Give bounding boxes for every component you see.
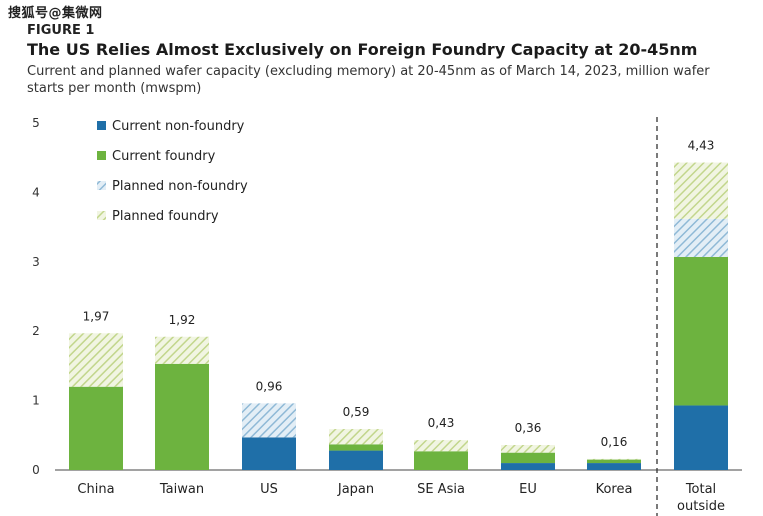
category-label: Total (685, 482, 716, 497)
legend: Current non-foundry Current foundry Planne… (97, 119, 248, 224)
bar-total-label: 1,97 (83, 309, 110, 323)
category-label: SE Asia (417, 482, 465, 497)
legend-label: Planned foundry (112, 209, 219, 224)
bar-segment (155, 363, 209, 470)
chart-subtitle: Current and planned wafer capacity (excl… (27, 64, 710, 96)
bar-segment (674, 405, 728, 470)
y-tick-label: 5 (32, 116, 40, 130)
bar-total-label: 0,16 (601, 435, 628, 449)
bars (69, 162, 728, 470)
legend-label: Current foundry (112, 149, 216, 164)
watermark: 搜狐号@集微网 (8, 6, 103, 21)
bar-segment (674, 162, 728, 219)
bar-total-label: 0,96 (256, 379, 283, 393)
category-label: outside (677, 499, 725, 514)
legend-swatch (97, 151, 106, 160)
y-tick-label: 1 (32, 394, 40, 408)
legend-swatch (97, 121, 106, 130)
bar-segment (242, 403, 296, 438)
bar-segment (674, 256, 728, 406)
category-label: Taiwan (159, 482, 204, 497)
bar-segment (242, 437, 296, 470)
category-label: US (260, 482, 278, 497)
y-axis: 0 1 2 3 4 5 (32, 116, 742, 477)
legend-label: Planned non-foundry (112, 179, 248, 194)
figure-label: FIGURE 1 (27, 23, 95, 38)
bar-total-label: 0,59 (343, 405, 370, 419)
y-tick-label: 4 (32, 185, 40, 199)
bar-total-label: 0,43 (428, 416, 455, 430)
bar-segment (587, 463, 641, 470)
y-tick-label: 0 (32, 463, 40, 477)
bar-segment (69, 386, 123, 470)
bar-segment (501, 445, 555, 453)
bar-total-label: 4,43 (688, 139, 715, 153)
legend-swatch (97, 181, 106, 190)
bar-segment (587, 458, 641, 460)
bar-segment (329, 450, 383, 470)
legend-label: Current non-foundry (112, 119, 245, 134)
bar-segment (501, 452, 555, 464)
y-tick-label: 2 (32, 324, 40, 338)
bar-segment (69, 333, 123, 387)
bar-segment (587, 459, 641, 464)
bar-segment (414, 451, 468, 470)
bar-segment (674, 218, 728, 257)
category-label: China (77, 482, 114, 497)
bar-segment (155, 336, 209, 364)
chart-title: The US Relies Almost Exclusively on Fore… (27, 40, 698, 59)
bar-total-label: 0,36 (515, 421, 542, 435)
bar-segment (329, 444, 383, 451)
legend-swatch (97, 211, 106, 220)
y-tick-label: 3 (32, 255, 40, 269)
category-label: Korea (596, 482, 633, 497)
bar-segment (501, 463, 555, 470)
category-label: EU (519, 482, 537, 497)
labels: 1,97 China 1,92 Taiwan 0,96 US 0,59 Japan 0,43 SE… (77, 117, 725, 516)
bar-segment (414, 440, 468, 452)
bar-total-label: 1,92 (169, 313, 196, 327)
category-label: Japan (337, 482, 374, 497)
bar-segment (329, 429, 383, 445)
